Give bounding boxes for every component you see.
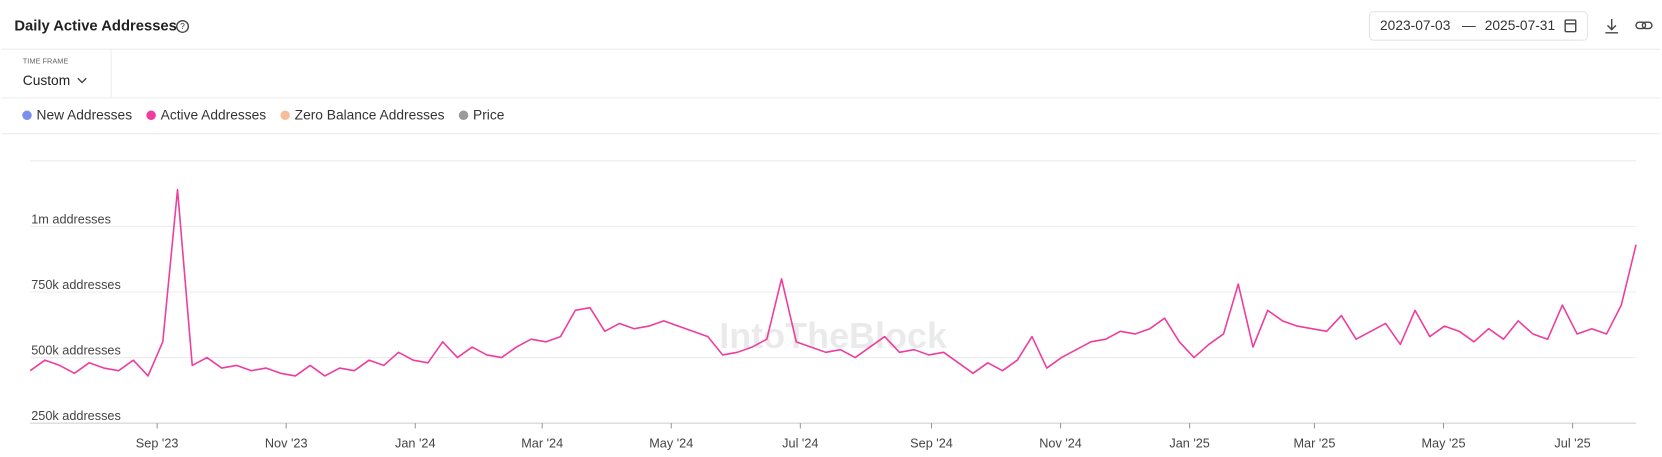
legend-item[interactable]: Price [458, 107, 505, 122]
legend: New Addresses Active Addresses Zero Balanc… [22, 107, 505, 122]
x-tick-label: Mar '25 [1293, 437, 1335, 451]
x-tick-label: Jul '25 [1554, 437, 1590, 451]
x-tick-label: Sep '24 [910, 437, 953, 451]
legend-label: Active Addresses [161, 107, 267, 122]
x-tick-label: Jan '24 [395, 437, 436, 451]
legend-item[interactable]: Active Addresses [146, 107, 266, 122]
x-tick-label: Mar '24 [521, 437, 563, 451]
legend-item[interactable]: Zero Balance Addresses [280, 107, 445, 122]
legend-swatch [146, 110, 156, 121]
legend-label: New Addresses [37, 107, 133, 122]
y-tick-label: 1m addresses [31, 212, 111, 226]
y-tick-label: 250k addresses [31, 409, 121, 423]
x-tick-label: Nov '24 [1039, 437, 1082, 451]
legend-swatch [458, 110, 469, 121]
x-tick-label: Jan '25 [1169, 437, 1210, 451]
svg-text:?: ? [180, 21, 185, 31]
legend-label: Price [473, 107, 505, 122]
dropdown-chevron[interactable] [77, 77, 87, 84]
x-tick-label: May '24 [649, 437, 693, 451]
series-line [29, 188, 1637, 377]
legend-item[interactable]: New Addresses [22, 107, 132, 122]
x-tick-label: Sep '23 [136, 437, 179, 451]
calendar-icon[interactable] [1564, 19, 1577, 33]
date-separator: — [1462, 18, 1476, 33]
date-start: 2023-07-03 [1380, 18, 1451, 33]
y-tick-label: 500k addresses [31, 344, 121, 358]
help-icon[interactable]: ? [176, 19, 190, 33]
time-frame-value[interactable]: Custom [23, 73, 70, 88]
x-tick-label: Nov '23 [265, 437, 308, 451]
link-icon[interactable] [1635, 21, 1653, 30]
watermark: IntoTheBlock [719, 315, 948, 356]
date-end: 2025-07-31 [1485, 18, 1555, 33]
legend-swatch [22, 110, 32, 121]
x-tick-label: Jul '24 [782, 437, 818, 451]
legend-swatch [280, 110, 290, 121]
legend-label: Zero Balance Addresses [295, 107, 445, 122]
x-tick-label: May '25 [1421, 437, 1465, 451]
time-frame-label: TIME FRAME [23, 56, 69, 65]
chart-title: Daily Active Addresses [14, 18, 177, 34]
date-range-picker[interactable] [1368, 11, 1588, 41]
y-tick-label: 750k addresses [31, 278, 121, 292]
plot-area: IntoTheBlock 250k addresses 500k addresses… [29, 160, 1637, 451]
download-icon[interactable] [1605, 19, 1619, 34]
